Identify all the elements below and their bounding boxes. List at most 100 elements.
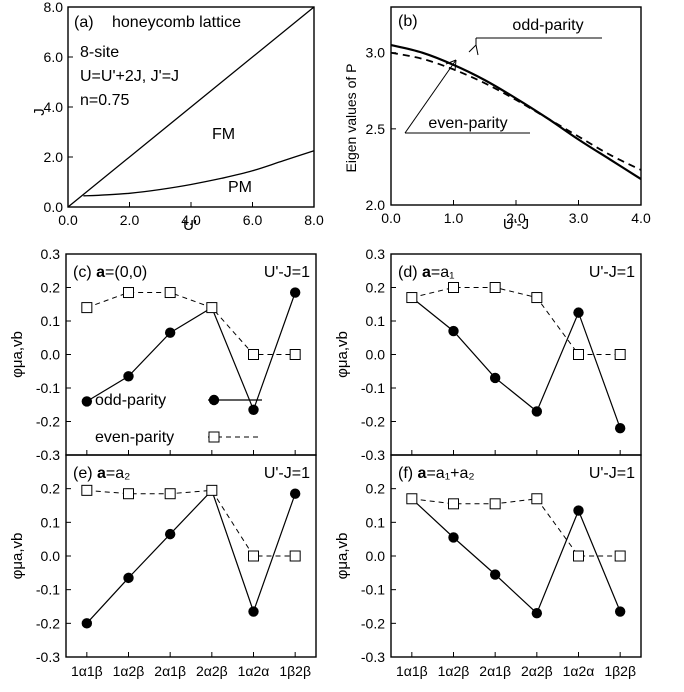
panel-d-ytick-label: 0.3: [366, 246, 386, 262]
panel-c-ytick-label: -0.2: [36, 414, 60, 430]
panel-a-ytick-label: 0.0: [44, 199, 64, 215]
panel-b-curve-odd: [390, 44, 642, 181]
panel-e-odd-marker: [248, 606, 259, 617]
legend-even-label: even-parity: [95, 429, 174, 446]
panel-c-odd-marker: [123, 371, 134, 382]
panel-b-xtick-label: 4.0: [631, 210, 651, 226]
panel-c-even-marker: [206, 302, 218, 314]
panel-f-category-label: 1β2β: [604, 663, 636, 679]
panel-e-ytick-label: -0.1: [36, 582, 60, 598]
panel-e-ylabel: φμa,vb: [9, 533, 26, 580]
panel-f-ytick-label: 0.1: [366, 514, 386, 530]
panel-d-vector-symbol: a: [422, 264, 431, 281]
panel-a-xtick-label: 8.0: [304, 212, 324, 228]
panel-f-even-marker: [573, 550, 584, 562]
panel-e-category-label: 1α2β: [113, 663, 145, 679]
panel-d-even-marker: [448, 282, 459, 293]
panel-e-ytick-label: -0.2: [36, 615, 60, 631]
panel-e-vector-symbol: a: [97, 465, 106, 482]
panel-c-even-marker: [289, 349, 301, 360]
panel-c-odd-marker: [81, 396, 93, 407]
panel-d-note: U'-J=1: [589, 264, 635, 281]
panel-f-even-marker: [531, 493, 543, 505]
panel-d-odd-marker: [614, 423, 626, 434]
panel-a-boundary-1: [67, 6, 315, 208]
panel-c-ytick-label: 0.0: [41, 347, 61, 363]
panel-e-ytick-label: 0.2: [41, 481, 61, 497]
panel-e-ytick-label: 0.0: [41, 548, 61, 564]
legend-even-marker: [208, 431, 220, 443]
panel-d-even-marker: [406, 292, 418, 304]
panel-d-ytick-label: 0.2: [366, 280, 386, 296]
panel-d-frame: [390, 253, 642, 456]
panel-a-annotation-coupling: U=U'+2J, J'=J: [80, 68, 179, 85]
panel-c-ytick-label: 0.2: [41, 280, 61, 296]
panel-f-ytick-label: 0.0: [366, 548, 386, 564]
panel-b-frame: [390, 6, 642, 206]
panel-e-category-label: 1β2β: [279, 663, 311, 679]
panel-d-vector-value: =a₁: [431, 264, 455, 281]
panel-e-even-marker: [81, 484, 93, 496]
panel-a-ylabel: J: [31, 108, 48, 116]
panel-d-even-line: [411, 287, 621, 355]
panel-e-even-marker: [164, 488, 176, 500]
panel-e-category-label: 1α1β: [71, 663, 103, 679]
panel-c-note: U'-J=1: [264, 264, 310, 281]
panel-c-even-marker: [248, 349, 259, 360]
panel-d-odd-marker: [489, 372, 501, 384]
panel-a-region-pm: PM: [228, 179, 252, 196]
panel-e-odd-marker: [123, 572, 134, 584]
panel-f-category-label: 1α2β: [438, 663, 470, 679]
panel-f-vector-value: =a₁+a₂: [426, 465, 474, 482]
panel-c-odd-line: [86, 292, 296, 412]
panel-f-odd-line: [411, 498, 621, 615]
panel-f-ytick-label: -0.2: [361, 615, 385, 631]
panel-f-ytick-label: -0.1: [361, 582, 385, 598]
panel-f-note: U'-J=1: [589, 465, 635, 482]
panel-e-even-marker: [123, 488, 134, 500]
panel-a-title: honeycomb lattice: [112, 14, 241, 31]
panel-f-ytick-label: 0.2: [366, 481, 386, 497]
panel-f-ylabel: φμa,vb: [334, 533, 351, 580]
panel-a-ytick-label: 6.0: [44, 49, 64, 65]
panel-f-odd-marker: [614, 606, 626, 617]
panel-c-ytick-label: -0.3: [36, 447, 60, 463]
panel-b-ytick-label: 2.5: [366, 121, 386, 137]
panel-c-odd-marker: [248, 404, 259, 415]
panel-d-ytick-label: -0.2: [361, 414, 385, 430]
panel-d-even-marker: [531, 292, 543, 304]
panel-d-ytick-label: 0.1: [366, 313, 386, 329]
panel-c-even-line: [86, 292, 296, 355]
panel-f-category-label: 1α2α: [563, 663, 595, 679]
panel-f-odd-marker: [489, 569, 501, 580]
panel-b-odd-label: odd-parity: [512, 17, 583, 34]
panel-b-xtick-label: 3.0: [569, 210, 589, 226]
panel-f-odd-marker: [573, 505, 584, 516]
panel-b-odd-arrowhead: [468, 44, 479, 56]
legend-odd-label: odd-parity: [95, 392, 166, 409]
panel-c-ytick-label: 0.1: [41, 313, 61, 329]
panel-e-odd-marker: [289, 488, 301, 499]
panel-e-category-label: 2α1β: [154, 663, 186, 679]
panel-b-even-arrowhead: [445, 59, 457, 72]
panel-a-xtick-label: 0.0: [58, 212, 78, 228]
panel-e-ytick-label: 0.1: [41, 514, 61, 530]
panel-f-even-marker: [489, 498, 501, 510]
panel-f-even-marker: [448, 498, 459, 510]
panel-a-region-fm: FM: [212, 126, 235, 143]
panel-b-curve-even: [390, 51, 642, 171]
panel-e-category-label: 2α2β: [196, 663, 228, 679]
panel-f-ytick-label: -0.3: [361, 649, 385, 665]
panel-b-xtick-label: 1.0: [444, 210, 464, 226]
panel-c-odd-marker: [164, 327, 176, 338]
panel-b-label: (b): [398, 13, 418, 30]
panel-a-ytick-label: 8.0: [44, 0, 64, 15]
panel-b-ylabel: Eigen values of P: [343, 64, 359, 173]
panel-f-label: (f) a=a₁+a₂: [398, 465, 475, 482]
panel-a-xtick-label: 4.0: [181, 212, 201, 228]
panel-c-vector-symbol: a: [96, 264, 105, 281]
panel-d-odd-marker: [448, 325, 459, 337]
panel-e-odd-marker: [81, 618, 93, 629]
panel-f-category-label: 2α1β: [479, 663, 511, 679]
panel-d-even-marker: [614, 349, 626, 360]
